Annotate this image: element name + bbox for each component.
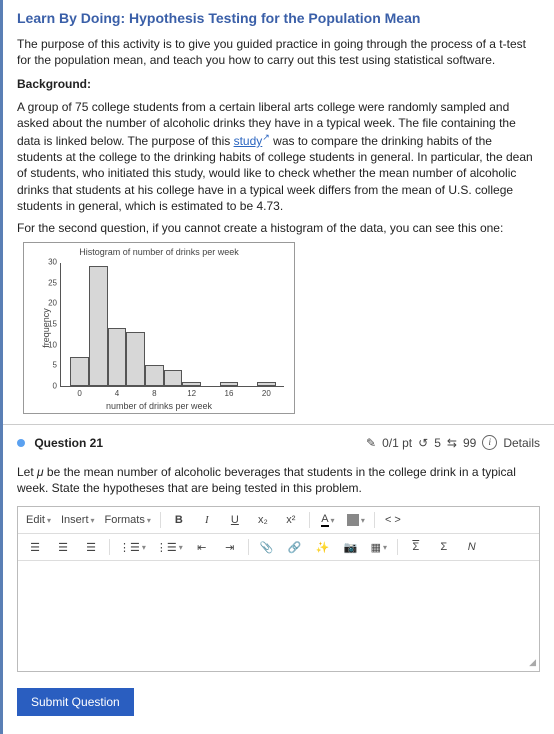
edit-icon: ✎ bbox=[366, 436, 376, 450]
link-button[interactable]: 🔗 bbox=[282, 537, 308, 557]
toolbar-row-2: ☰ ☰ ☰ ⋮☰ ⋮☰ ⇤ ⇥ 📎 🔗 ✨ 📷 ▦ Σ Σ Ν bbox=[18, 534, 539, 561]
study-link[interactable]: study bbox=[234, 134, 263, 148]
histogram-chart: Histogram of number of drinks per week f… bbox=[23, 242, 295, 414]
menu-formats[interactable]: Formats bbox=[101, 510, 155, 530]
intro-text: The purpose of this activity is to give … bbox=[17, 36, 540, 68]
sigma-overline-button[interactable]: Σ bbox=[403, 537, 429, 557]
superscript-button[interactable]: x² bbox=[278, 510, 304, 530]
editor-body[interactable]: ◢ bbox=[18, 561, 539, 671]
menu-edit[interactable]: Edit bbox=[22, 510, 55, 530]
separator bbox=[248, 539, 249, 555]
menu-insert[interactable]: Insert bbox=[57, 510, 99, 530]
background-heading: Background: bbox=[17, 76, 540, 92]
image-button[interactable]: 📷 bbox=[338, 537, 364, 557]
question-header: Question 21 ✎ 0/1 pt ↺ 5 ⇆ 99 i Details bbox=[17, 435, 540, 450]
mu-symbol: μ bbox=[37, 465, 44, 479]
separator bbox=[160, 512, 161, 528]
italic-button[interactable]: I bbox=[194, 510, 220, 530]
prompt-a: Let bbox=[17, 465, 37, 479]
question-prompt: Let μ be the mean number of alcoholic be… bbox=[17, 464, 540, 496]
separator bbox=[109, 539, 110, 555]
score-text: 0/1 pt bbox=[382, 436, 412, 450]
rich-text-editor: Edit Insert Formats B I U x₂ x² A < > ☰ … bbox=[17, 506, 540, 672]
separator bbox=[397, 539, 398, 555]
prompt-b: be the mean number of alcoholic beverage… bbox=[17, 465, 516, 495]
underline-button[interactable]: U bbox=[222, 510, 248, 530]
submit-button[interactable]: Submit Question bbox=[17, 688, 134, 716]
bold-button[interactable]: B bbox=[166, 510, 192, 530]
bg-color-button[interactable] bbox=[343, 510, 369, 530]
resize-handle-icon[interactable]: ◢ bbox=[529, 657, 536, 668]
align-center-button[interactable]: ☰ bbox=[50, 537, 76, 557]
align-right-button[interactable]: ☰ bbox=[78, 537, 104, 557]
retry-count: 5 bbox=[434, 436, 441, 450]
bullet-list-button[interactable]: ⋮☰ bbox=[115, 537, 150, 557]
text-color-button[interactable]: A bbox=[315, 510, 341, 530]
background-paragraph: A group of 75 college students from a ce… bbox=[17, 99, 540, 214]
details-link[interactable]: Details bbox=[503, 436, 540, 450]
histogram-intro: For the second question, if you cannot c… bbox=[17, 220, 540, 236]
question-title-wrap: Question 21 bbox=[17, 436, 103, 450]
subscript-button[interactable]: x₂ bbox=[250, 510, 276, 530]
info-icon[interactable]: i bbox=[482, 435, 497, 450]
indent-button[interactable]: ⇥ bbox=[217, 537, 243, 557]
number-list-button[interactable]: ⋮☰ bbox=[152, 537, 187, 557]
special-char-button[interactable]: ✨ bbox=[310, 537, 336, 557]
question-meta: ✎ 0/1 pt ↺ 5 ⇆ 99 i Details bbox=[366, 435, 540, 450]
divider bbox=[3, 424, 554, 425]
external-link-icon: ↗ bbox=[262, 131, 270, 143]
plot-area: 051015202530048121620 bbox=[60, 263, 284, 387]
sigma-button[interactable]: Σ bbox=[431, 537, 457, 557]
retry-icon: ↺ bbox=[418, 436, 428, 450]
code-button[interactable]: < > bbox=[380, 510, 406, 530]
activity-page: Learn By Doing: Hypothesis Testing for t… bbox=[0, 0, 554, 734]
question-label: Question 21 bbox=[34, 436, 103, 450]
separator bbox=[309, 512, 310, 528]
question-status-dot bbox=[17, 439, 25, 447]
attempts-icon: ⇆ bbox=[447, 436, 457, 450]
chart-title: Histogram of number of drinks per week bbox=[24, 247, 294, 257]
separator bbox=[374, 512, 375, 528]
attempts-count: 99 bbox=[463, 436, 476, 450]
script-n-button[interactable]: Ν bbox=[459, 537, 485, 557]
table-button[interactable]: ▦ bbox=[366, 537, 392, 557]
toolbar-row-1: Edit Insert Formats B I U x₂ x² A < > bbox=[18, 507, 539, 534]
page-title: Learn By Doing: Hypothesis Testing for t… bbox=[17, 10, 540, 26]
x-axis-label: number of drinks per week bbox=[24, 401, 294, 411]
outdent-button[interactable]: ⇤ bbox=[189, 537, 215, 557]
align-left-button[interactable]: ☰ bbox=[22, 537, 48, 557]
attach-button[interactable]: 📎 bbox=[254, 537, 280, 557]
